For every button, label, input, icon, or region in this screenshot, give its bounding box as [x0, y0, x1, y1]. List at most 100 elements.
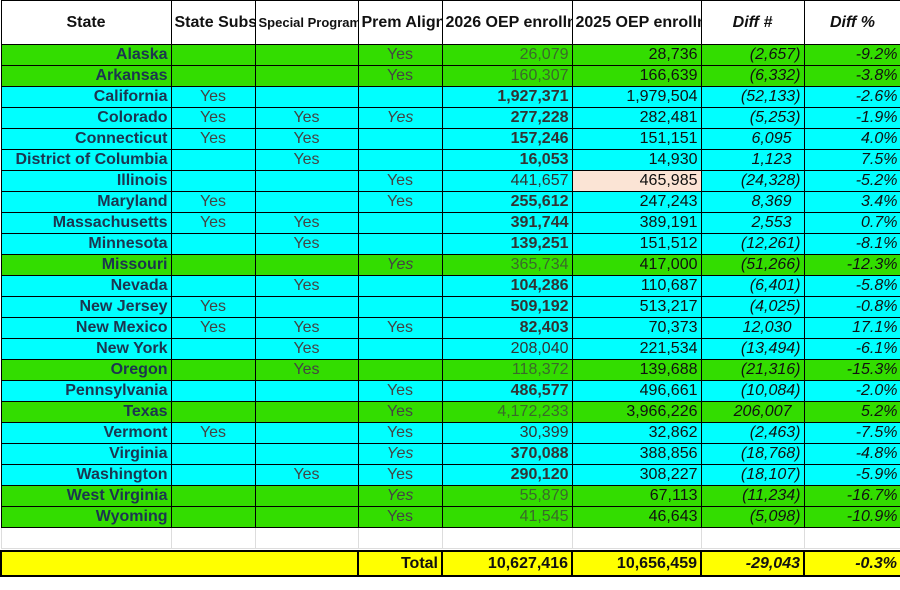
prem-align-cell: Yes [357, 401, 443, 423]
state-cell: Missouri [0, 254, 172, 276]
state-cell: Washington [0, 464, 172, 486]
table-row: New Mexico Yes Yes Yes 82,403 70,373 12,030 17.… [0, 317, 900, 339]
state-subs-cell [170, 485, 256, 507]
diff-cell: (5,253) [700, 107, 805, 129]
diff-cell: (10,084) [700, 380, 805, 402]
enrollment-2026-cell: 441,657 [441, 170, 573, 192]
prem-align-cell [357, 359, 443, 381]
table-row: Texas Yes 4,172,233 3,966,226 206,007 5.2% [0, 401, 900, 423]
special-program-cell [254, 485, 359, 507]
diff-cell: 206,007 [700, 401, 805, 423]
prem-align-cell [357, 296, 443, 318]
enrollment-2025-cell: 496,661 [571, 380, 702, 402]
state-cell: Texas [0, 401, 172, 423]
enrollment-2026-cell: 208,040 [441, 338, 573, 360]
diff-cell: (13,494) [700, 338, 805, 360]
header-special-program: Special Program [254, 0, 359, 45]
state-cell: Minnesota [0, 233, 172, 255]
special-program-cell: Yes [254, 107, 359, 129]
state-cell: Nevada [0, 275, 172, 297]
table-row: District of Columbia Yes 16,053 14,930 1,123… [0, 149, 900, 171]
special-program-cell [254, 86, 359, 108]
special-program-cell [254, 254, 359, 276]
state-cell: Illinois [0, 170, 172, 192]
special-program-cell: Yes [254, 359, 359, 381]
diff-pct-cell: 7.5% [803, 149, 900, 171]
table-row: Colorado Yes Yes Yes 277,228 282,481 (5,253) -1… [0, 107, 900, 129]
diff-cell: 12,030 [700, 317, 805, 339]
prem-align-cell: Yes [357, 485, 443, 507]
special-program-cell [254, 170, 359, 192]
table-row: Pennsylvania Yes 486,577 496,661 (10,084) -2.… [0, 380, 900, 402]
diff-pct-cell: -1.9% [803, 107, 900, 129]
state-subs-cell [170, 254, 256, 276]
diff-cell: (24,328) [700, 170, 805, 192]
prem-align-cell: Yes [357, 65, 443, 87]
state-cell: Oregon [0, 359, 172, 381]
header-state: State [0, 0, 172, 45]
state-cell: Vermont [0, 422, 172, 444]
blank-cell [700, 527, 805, 549]
special-program-cell [254, 380, 359, 402]
special-program-cell: Yes [254, 212, 359, 234]
prem-align-cell [357, 149, 443, 171]
enrollment-2025-cell: 32,862 [571, 422, 702, 444]
state-subs-cell [170, 359, 256, 381]
diff-pct-cell: -10.9% [803, 506, 900, 528]
special-program-cell [254, 191, 359, 213]
enrollment-2026-cell: 391,744 [441, 212, 573, 234]
enrollment-2025-cell: 14,930 [571, 149, 702, 171]
blank-cell [441, 527, 573, 549]
enrollment-2025-cell: 3,966,226 [571, 401, 702, 423]
special-program-cell: Yes [254, 275, 359, 297]
diff-pct-cell: -4.8% [803, 443, 900, 465]
total-2025: 10,656,459 [571, 550, 702, 577]
prem-align-cell: Yes [357, 107, 443, 129]
state-cell: Colorado [0, 107, 172, 129]
enrollment-2026-cell: 157,246 [441, 128, 573, 150]
enrollment-2025-cell: 417,000 [571, 254, 702, 276]
enrollment-2025-cell: 166,639 [571, 65, 702, 87]
diff-cell: 1,123 [700, 149, 805, 171]
enrollment-table: State State Subs Special Program Prem Al… [0, 0, 900, 577]
state-cell: New Jersey [0, 296, 172, 318]
table-row: Illinois Yes 441,657 465,985 (24,328) -5.2% [0, 170, 900, 192]
enrollment-2025-cell: 67,113 [571, 485, 702, 507]
total-row: Total 10,627,416 10,656,459 -29,043 -0.3% [0, 550, 900, 577]
table-row: New York Yes 208,040 221,534 (13,494) -6.1% [0, 338, 900, 360]
table-row: Virginia Yes 370,088 388,856 (18,768) -4.8% [0, 443, 900, 465]
diff-pct-cell: -12.3% [803, 254, 900, 276]
blank-row [0, 527, 900, 549]
diff-pct-cell: -16.7% [803, 485, 900, 507]
state-subs-cell [170, 443, 256, 465]
blank-cell [170, 527, 256, 549]
prem-align-cell [357, 128, 443, 150]
diff-cell: (5,098) [700, 506, 805, 528]
special-program-cell: Yes [254, 128, 359, 150]
special-program-cell: Yes [254, 464, 359, 486]
state-cell: California [0, 86, 172, 108]
enrollment-2026-cell: 370,088 [441, 443, 573, 465]
table-row: Arkansas Yes 160,307 166,639 (6,332) -3.8% [0, 65, 900, 87]
state-subs-cell [170, 65, 256, 87]
diff-pct-cell: -6.1% [803, 338, 900, 360]
state-subs-cell: Yes [170, 107, 256, 129]
header-diff-pct: Diff % [803, 0, 900, 45]
diff-pct-cell: -8.1% [803, 233, 900, 255]
diff-cell: 2,553 [700, 212, 805, 234]
prem-align-cell: Yes [357, 44, 443, 66]
diff-pct-cell: -2.6% [803, 86, 900, 108]
header-prem-align: Prem Align [357, 0, 443, 45]
enrollment-2025-cell: 221,534 [571, 338, 702, 360]
state-subs-cell: Yes [170, 317, 256, 339]
state-subs-cell: Yes [170, 128, 256, 150]
prem-align-cell: Yes [357, 506, 443, 528]
diff-cell: (51,266) [700, 254, 805, 276]
enrollment-2026-cell: 290,120 [441, 464, 573, 486]
diff-pct-cell: 5.2% [803, 401, 900, 423]
diff-cell: (6,401) [700, 275, 805, 297]
table-row: Maryland Yes Yes 255,612 247,243 8,369 3.4% [0, 191, 900, 213]
state-cell: West Virginia [0, 485, 172, 507]
special-program-cell: Yes [254, 317, 359, 339]
state-subs-cell [170, 275, 256, 297]
